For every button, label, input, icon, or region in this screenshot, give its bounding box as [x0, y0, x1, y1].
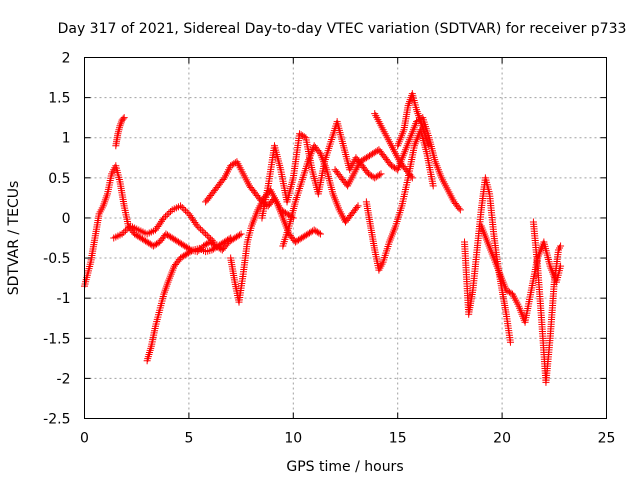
data-point-fill: [165, 209, 173, 217]
data-point-fill: [119, 115, 127, 123]
data-point: [316, 230, 324, 238]
y-axis-label: SDTVAR / TECUs: [6, 181, 22, 296]
data-point-fill: [236, 231, 244, 239]
data-point: [354, 202, 362, 210]
data-point-fill: [375, 171, 383, 179]
data-point-fill: [167, 208, 175, 216]
data-point: [177, 202, 185, 210]
data-point: [456, 206, 464, 214]
data-point-fill: [315, 229, 323, 237]
data-point: [160, 214, 168, 222]
data-point: [377, 170, 385, 178]
data-point-fill: [192, 220, 200, 228]
data-point: [425, 142, 433, 150]
y-tick-label: -2: [57, 371, 71, 387]
y-tick-label: -2.5: [43, 412, 70, 428]
data-point-fill: [198, 227, 206, 235]
data-point: [429, 182, 437, 190]
data-point-fill: [315, 148, 323, 156]
x-tick-label: 20: [493, 431, 511, 447]
data-point-fill: [208, 236, 216, 244]
data-point-fill: [178, 204, 186, 212]
grid: [84, 57, 607, 419]
data-point-fill: [203, 232, 211, 240]
data-point-fill: [205, 233, 213, 241]
data-point-fill: [125, 224, 133, 232]
data-point-fill: [120, 228, 128, 236]
axis-ticks: 0 5 10 15 20 25 -2.5 -2 -1.5 -1 -0.5 0 0.5 1 1.5 2: [43, 51, 615, 447]
plot-frame: [84, 57, 607, 419]
y-tick-label: -0.5: [43, 251, 70, 267]
data-points: [81, 90, 565, 386]
data-point: [227, 234, 235, 242]
data-point-fill: [219, 175, 227, 183]
x-axis-label: GPS time / hours: [286, 459, 403, 475]
data-point-fill: [180, 205, 188, 213]
data-point-fill: [121, 227, 129, 235]
data-point-fill: [183, 208, 191, 216]
data-point-fill: [207, 235, 215, 243]
chart-title: Day 317 of 2021, Sidereal Day-to-day VTE…: [58, 21, 627, 37]
data-point-fill: [182, 207, 190, 215]
data-point-fill: [455, 204, 463, 212]
data-point: [557, 242, 565, 250]
y-tick-label: -1: [57, 291, 71, 307]
y-tick-label: 0.5: [48, 171, 70, 187]
data-point: [506, 338, 514, 346]
data-point: [118, 230, 126, 238]
data-point-fill: [197, 225, 205, 233]
data-point: [237, 230, 245, 238]
data-point-fill: [163, 211, 171, 219]
y-tick-label: 2: [62, 51, 71, 67]
data-point-fill: [200, 228, 208, 236]
data-point: [120, 114, 128, 122]
x-tick-label: 0: [80, 431, 89, 447]
y-tick-label: 0: [62, 211, 71, 227]
y-tick-label: -1.5: [43, 331, 70, 347]
y-tick-label: 1.5: [48, 91, 70, 107]
data-point-fill: [159, 216, 167, 224]
data-point-fill: [353, 204, 361, 212]
x-tick-label: 10: [284, 431, 302, 447]
x-tick-label: 25: [598, 431, 616, 447]
data-point-fill: [195, 224, 203, 232]
data-point-fill: [225, 235, 233, 243]
x-tick-label: 15: [389, 431, 407, 447]
y-tick-label: 1: [62, 131, 71, 147]
data-point: [202, 230, 210, 238]
x-tick-label: 5: [184, 431, 193, 447]
data-point: [193, 222, 201, 230]
data-point-fill: [123, 225, 131, 233]
data-point: [210, 238, 218, 246]
data-point-fill: [162, 212, 170, 220]
data-point-fill: [188, 247, 196, 255]
